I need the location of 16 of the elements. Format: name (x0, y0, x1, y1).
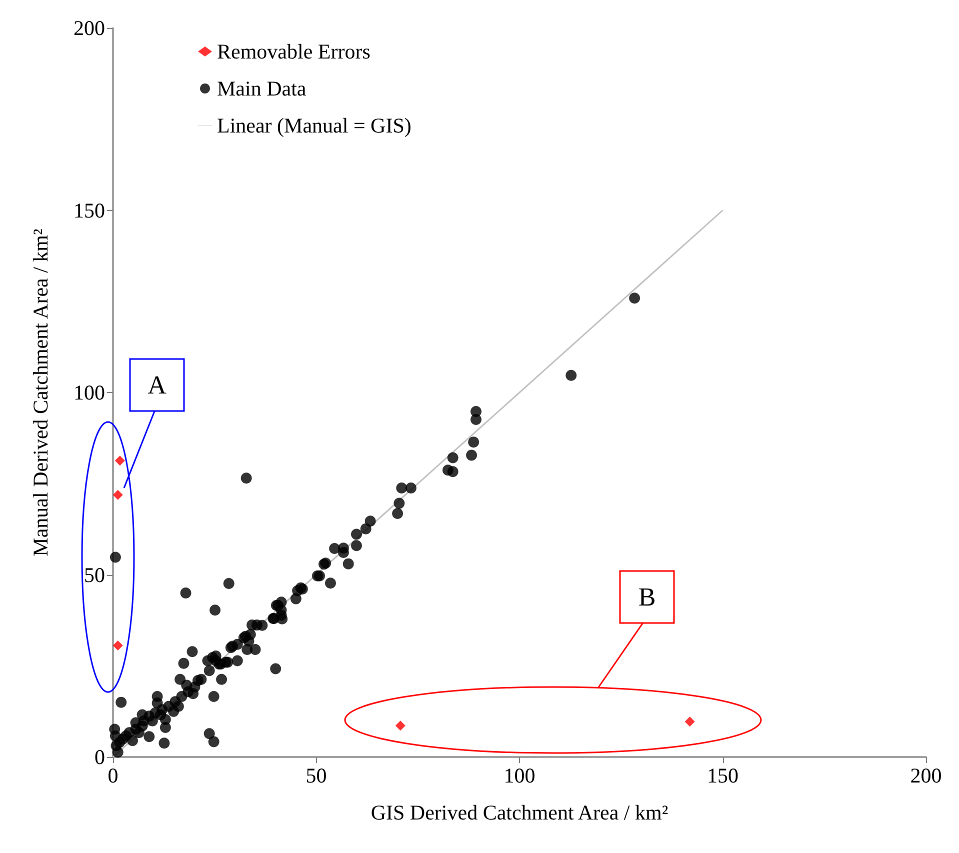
x-tick-label: 100 (504, 764, 536, 788)
y-axis-title: Manual Derived Catchment Area / km² (28, 228, 52, 556)
y-tick-label: 50 (84, 562, 105, 587)
x-tick-label: 150 (707, 764, 738, 788)
x-tick-label: 200 (910, 764, 942, 788)
annotation: A (148, 370, 167, 400)
y-tick-label: 100 (74, 380, 105, 404)
x-tick-label: 50 (306, 764, 327, 788)
y-tick-label: 200 (74, 16, 105, 40)
legend-label: Main Data (217, 76, 307, 100)
legend-label: Removable Errors (217, 40, 370, 64)
y-tick-label: 0 (94, 745, 105, 769)
x-axis-title: GIS Derived Catchment Area / km² (370, 800, 668, 824)
annotation: B (638, 582, 656, 612)
legend-label: Linear (Manual = GIS) (217, 114, 412, 138)
y-tick-label: 150 (74, 198, 105, 222)
